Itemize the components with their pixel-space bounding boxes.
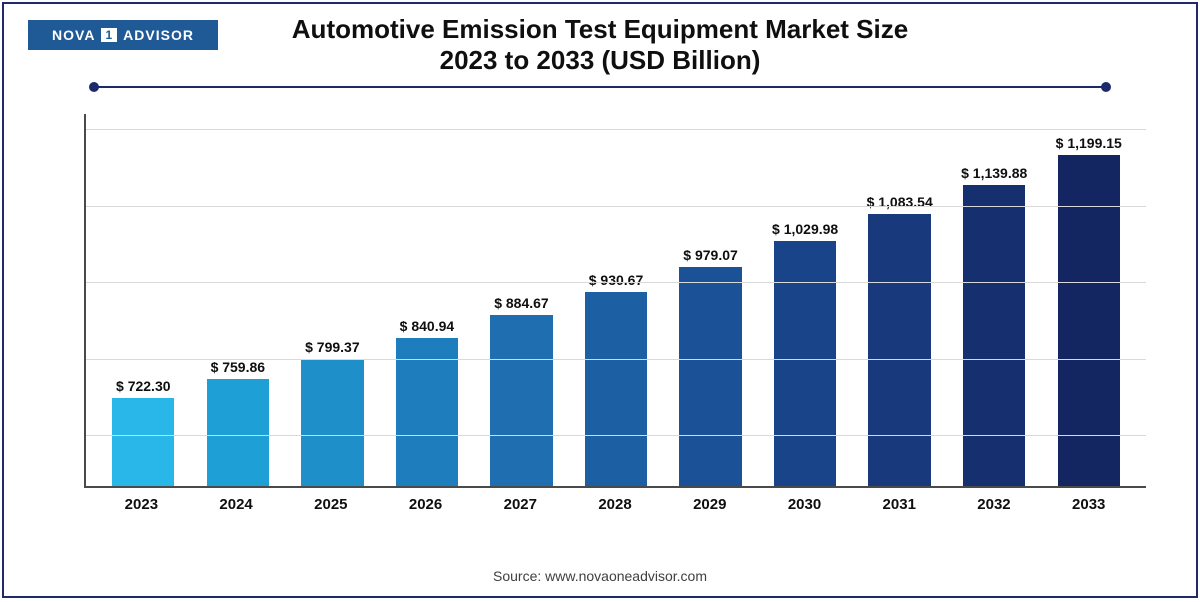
x-axis-label: 2025 (283, 490, 378, 516)
bar-column: $ 1,199.15 (1041, 114, 1136, 486)
x-axis-label: 2023 (94, 490, 189, 516)
chart-title: Automotive Emission Test Equipment Marke… (4, 14, 1196, 76)
bar-column: $ 1,083.54 (852, 114, 947, 486)
bar-value-label: $ 722.30 (116, 378, 171, 394)
bar-value-label: $ 1,029.98 (772, 221, 838, 237)
bar-column: $ 884.67 (474, 114, 569, 486)
bar-value-label: $ 930.67 (589, 272, 644, 288)
bar-column: $ 722.30 (96, 114, 191, 486)
grid-line (86, 359, 1146, 360)
x-axis-label: 2026 (378, 490, 473, 516)
bar (490, 315, 552, 486)
bar-column: $ 840.94 (380, 114, 475, 486)
bar-value-label: $ 1,139.88 (961, 165, 1027, 181)
x-axis-label: 2029 (662, 490, 757, 516)
bar (396, 338, 458, 486)
bars-container: $ 722.30 $ 759.86 $ 799.37 $ 840.94 $ 884.67… (86, 114, 1146, 486)
bar-value-label: $ 1,199.15 (1056, 135, 1122, 151)
bar (679, 267, 741, 486)
x-axis-label: 2032 (947, 490, 1042, 516)
x-axis-label: 2024 (189, 490, 284, 516)
bar-value-label: $ 884.67 (494, 295, 549, 311)
bar-value-label: $ 799.37 (305, 339, 360, 355)
plot-area: $ 722.30 $ 759.86 $ 799.37 $ 840.94 $ 884.67… (84, 114, 1146, 488)
x-axis-label: 2027 (473, 490, 568, 516)
bar (301, 359, 363, 486)
bar-column: $ 979.07 (663, 114, 758, 486)
bar (963, 185, 1025, 486)
title-underline (94, 86, 1106, 88)
bar-value-label: $ 840.94 (400, 318, 455, 334)
x-axis: 2023202420252026202720282029203020312032… (84, 490, 1146, 516)
bar-column: $ 1,139.88 (947, 114, 1042, 486)
grid-line (86, 129, 1146, 130)
bar (774, 241, 836, 486)
source-label: Source: www.novaoneadvisor.com (4, 568, 1196, 584)
bar-chart: $ 722.30 $ 759.86 $ 799.37 $ 840.94 $ 884.67… (84, 114, 1146, 516)
bar-column: $ 799.37 (285, 114, 380, 486)
bar-column: $ 930.67 (569, 114, 664, 486)
bar (207, 379, 269, 486)
bar (868, 214, 930, 486)
chart-frame: NOVA 1 ADVISOR Automotive Emission Test … (2, 2, 1198, 598)
x-axis-label: 2030 (757, 490, 852, 516)
bar (112, 398, 174, 486)
x-axis-label: 2031 (852, 490, 947, 516)
title-line-1: Automotive Emission Test Equipment Marke… (4, 14, 1196, 45)
bar-value-label: $ 759.86 (211, 359, 266, 375)
bar (585, 292, 647, 486)
x-axis-label: 2028 (568, 490, 663, 516)
bar-column: $ 759.86 (191, 114, 286, 486)
bar-column: $ 1,029.98 (758, 114, 853, 486)
title-line-2: 2023 to 2033 (USD Billion) (4, 45, 1196, 76)
bar-value-label: $ 1,083.54 (867, 194, 933, 210)
bar-value-label: $ 979.07 (683, 247, 738, 263)
grid-line (86, 282, 1146, 283)
grid-line (86, 435, 1146, 436)
grid-line (86, 206, 1146, 207)
x-axis-label: 2033 (1041, 490, 1136, 516)
